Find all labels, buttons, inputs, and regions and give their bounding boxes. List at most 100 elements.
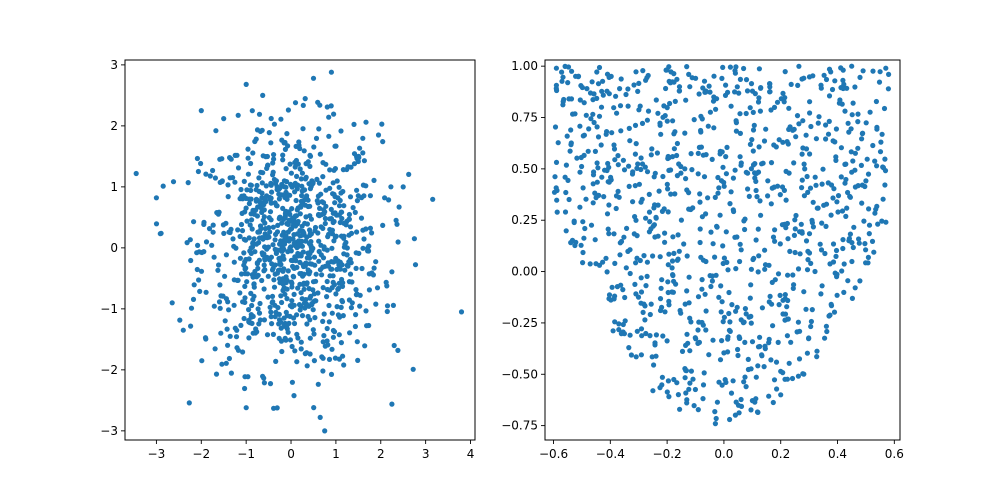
scatter-point — [711, 73, 717, 79]
scatter-point — [599, 88, 605, 94]
scatter-point — [776, 137, 782, 143]
scatter-point — [191, 282, 197, 288]
scatter-point — [600, 78, 606, 84]
scatter-point — [855, 111, 861, 117]
scatter-point — [653, 332, 660, 338]
scatter-point — [626, 345, 632, 351]
scatter-point — [329, 310, 335, 316]
scatter-point — [592, 237, 598, 243]
scatter-point — [261, 317, 267, 323]
scatter-point — [245, 171, 251, 177]
scatter-point — [310, 279, 317, 285]
scatter-point — [794, 113, 801, 119]
scatter-point — [850, 100, 856, 106]
scatter-point — [278, 116, 284, 122]
scatter-point — [716, 185, 722, 191]
scatter-point — [352, 323, 358, 330]
scatter-point — [396, 204, 402, 210]
scatter-point — [634, 328, 640, 334]
scatter-point — [363, 308, 369, 314]
scatter-point — [384, 283, 390, 289]
scatter-point — [226, 355, 232, 362]
scatter-point — [742, 374, 748, 380]
scatter-point — [246, 307, 252, 313]
scatter-point — [228, 226, 234, 232]
scatter-point — [270, 172, 276, 178]
scatter-point — [606, 292, 613, 298]
scatter-point — [872, 210, 878, 216]
scatter-point — [791, 126, 797, 132]
scatter-point — [203, 239, 210, 245]
scatter-point — [676, 248, 682, 254]
scatter-point — [786, 105, 792, 111]
scatter-point — [831, 186, 837, 192]
scatter-point — [703, 211, 709, 217]
scatter-point — [235, 227, 241, 233]
scatter-point — [320, 355, 326, 361]
scatter-point — [650, 388, 656, 394]
scatter-point — [718, 178, 725, 184]
scatter-point — [721, 350, 727, 356]
scatter-point — [354, 339, 360, 345]
scatter-point — [819, 181, 825, 187]
scatter-point — [346, 211, 352, 218]
scatter-point — [261, 207, 267, 213]
scatter-point — [299, 188, 305, 194]
x-tick-label: −1 — [237, 447, 255, 461]
scatter-point — [309, 302, 315, 308]
scatter-point — [289, 379, 295, 385]
scatter-point — [612, 157, 618, 163]
scatter-point — [366, 287, 372, 293]
scatter-point — [239, 228, 246, 234]
scatter-point — [751, 122, 757, 128]
scatter-point — [682, 301, 688, 307]
scatter-point — [769, 301, 775, 307]
scatter-point — [864, 156, 870, 162]
scatter-point — [590, 181, 596, 187]
scatter-point — [382, 195, 388, 201]
scatter-point — [336, 332, 342, 338]
scatter-point — [412, 262, 419, 268]
scatter-point — [840, 237, 846, 243]
scatter-point — [614, 110, 620, 116]
scatter-point — [832, 78, 838, 84]
scatter-point — [225, 194, 231, 200]
scatter-point — [642, 317, 648, 323]
scatter-point — [635, 88, 641, 94]
scatter-point — [590, 172, 597, 178]
scatter-point — [261, 268, 267, 274]
scatter-point — [260, 217, 266, 223]
scatter-point — [705, 123, 711, 129]
scatter-point — [400, 184, 406, 190]
scatter-point — [284, 296, 290, 302]
scatter-point — [622, 294, 628, 301]
scatter-point — [618, 76, 624, 82]
scatter-point — [311, 358, 317, 364]
scatter-point — [297, 271, 303, 277]
scatter-point — [808, 318, 815, 325]
scatter-point — [626, 163, 632, 169]
scatter-point — [315, 200, 321, 206]
scatter-point — [287, 192, 293, 198]
scatter-point — [327, 185, 333, 191]
scatter-point — [341, 203, 347, 209]
scatter-point — [251, 211, 257, 217]
scatter-point — [750, 148, 756, 154]
scatter-point — [819, 283, 825, 289]
scatter-point — [823, 201, 830, 207]
scatter-point — [687, 348, 693, 354]
scatter-point — [771, 104, 778, 110]
scatter-point — [780, 370, 786, 376]
scatter-point — [261, 262, 267, 268]
scatter-point — [806, 231, 813, 237]
scatter-point — [766, 262, 772, 268]
scatter-point — [203, 289, 209, 295]
scatter-point — [196, 277, 202, 283]
scatter-point — [845, 278, 851, 284]
scatter-point — [256, 111, 263, 117]
scatter-point — [577, 204, 583, 210]
y-tick-label: −3 — [100, 424, 118, 438]
scatter-point — [684, 253, 690, 259]
scatter-point — [299, 183, 305, 189]
scatter-point — [820, 166, 826, 172]
